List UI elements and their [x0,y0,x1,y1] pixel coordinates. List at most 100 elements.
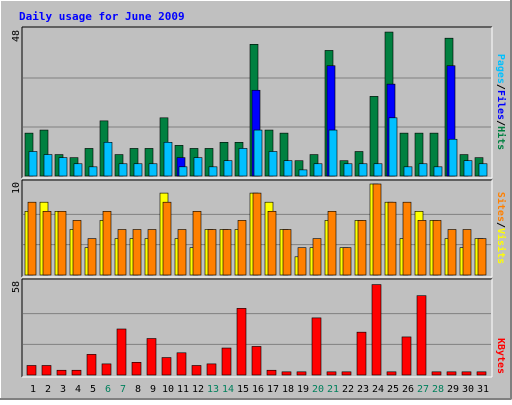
y-max-label: 48 [11,30,22,42]
sites-bar [432,220,442,276]
legend-files: Files [495,90,507,120]
x-tick-label: 11 [177,384,189,395]
kbytes-bar [116,328,127,376]
legend-right: Sites/Visits [495,192,507,264]
kbytes-bar [266,369,277,376]
kbytes-bar [461,371,472,376]
panel-hits-files-pages: 48 Pages/Files/Hits [11,26,507,179]
sites-bar [27,201,37,276]
kbytes-bar [131,362,142,376]
x-tick-label: 7 [120,384,126,395]
x-tick-label: 29 [447,384,459,395]
legend-visits: Visits [495,228,507,264]
sites-bar [192,211,202,276]
x-tick-label: 4 [75,384,81,395]
kbytes-bar [26,365,37,376]
pages-bar [298,169,308,177]
y-max-label: 58 [11,281,22,293]
kbytes-bar [56,369,67,376]
kbytes-bar [326,371,337,376]
x-tick-label: 26 [402,384,414,395]
x-tick-label: 31 [477,384,489,395]
sites-bar [87,238,97,276]
x-axis-day-labels: 1 2 3 4 5 6 7 8 9 10 11 12 13 14 15 16 17 18 19 20 21 22 23 24 2… [30,384,489,395]
sites-bar [177,229,187,276]
x-tick-label: 30 [462,384,474,395]
x-tick-label: 17 [267,384,279,395]
sites-bar [297,247,307,276]
pages-bar [478,163,488,177]
x-tick-label: 6 [105,384,111,395]
kbytes-bar [476,371,487,376]
pages-bar [463,160,473,177]
gridlines [23,313,491,345]
sites-bar [267,211,277,276]
sites-bar [252,192,262,276]
pages-bar [373,163,383,177]
pages-bar [163,142,173,177]
pages-bar [448,138,458,177]
pages-bar [133,163,143,177]
pages-bar [193,157,203,177]
kbytes-bar [401,336,412,376]
pages-bar [118,163,128,177]
sites-bar [237,220,247,276]
sites-bar [417,220,427,276]
x-tick-label: 18 [282,384,294,395]
x-tick-label: 23 [357,384,369,395]
kbytes-bar [446,371,457,376]
x-tick-label: 10 [162,384,174,395]
bars [24,31,488,177]
x-tick-label: 1 [30,384,36,395]
kbytes-bar [386,371,397,376]
sites-bar [222,229,232,276]
pages-bar [388,117,398,177]
kbytes-bar [161,357,172,376]
legend-sep-1: / [495,84,506,90]
pages-bar [238,148,248,177]
kbytes-bar [221,347,232,376]
kbytes-bar [371,284,382,376]
pages-bar [313,163,323,177]
legend-sites: Sites [495,192,507,222]
legend-sep-2: / [495,120,506,126]
kbytes-bar [431,371,442,376]
sites-bar [147,229,157,276]
pages-bar [433,166,443,177]
x-tick-label: 22 [342,384,354,395]
kbytes-bar [86,354,97,376]
pages-bar [418,163,428,177]
x-tick-label: 27 [417,384,429,395]
pages-bar [73,163,83,177]
pages-bar [328,129,338,177]
legend-kbytes: KBytes [495,338,506,374]
sites-bar [357,220,367,276]
x-tick-label: 8 [135,384,141,395]
panel-visits-sites: 10 Sites/Visits [11,179,507,278]
kbytes-bar [146,338,157,376]
chart-title: Daily usage for June 2009 [19,10,185,23]
kbytes-bar [206,363,217,376]
x-tick-label: 9 [150,384,156,395]
x-tick-label: 24 [372,384,384,395]
kbytes-bar [191,365,202,376]
pages-bar [253,129,263,177]
kbytes-bar [41,365,52,376]
pages-bar [103,142,113,177]
legend-right: Pages/Files/Hits [495,54,507,150]
sites-bar [72,220,82,276]
sites-bar [282,229,292,276]
pages-bar [88,166,98,177]
x-tick-label: 2 [45,384,51,395]
legend-sep: / [495,222,506,228]
x-tick-label: 16 [252,384,264,395]
x-tick-label: 3 [60,384,66,395]
pages-bar [178,166,188,177]
kbytes-bar [71,369,82,376]
kbytes-bar [356,331,367,376]
sites-bar [387,201,397,276]
bars [24,183,487,276]
pages-bar [58,157,68,177]
pages-bar [208,166,218,177]
sites-bar [312,238,322,276]
